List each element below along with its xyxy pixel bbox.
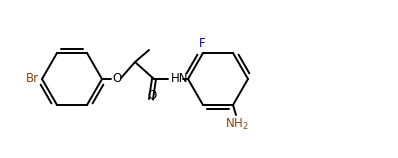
Text: HN: HN: [171, 73, 189, 85]
Text: F: F: [199, 37, 205, 50]
Text: O: O: [147, 89, 157, 102]
Text: O: O: [112, 73, 122, 85]
Text: Br: Br: [26, 73, 39, 85]
Text: NH$_2$: NH$_2$: [225, 117, 249, 132]
